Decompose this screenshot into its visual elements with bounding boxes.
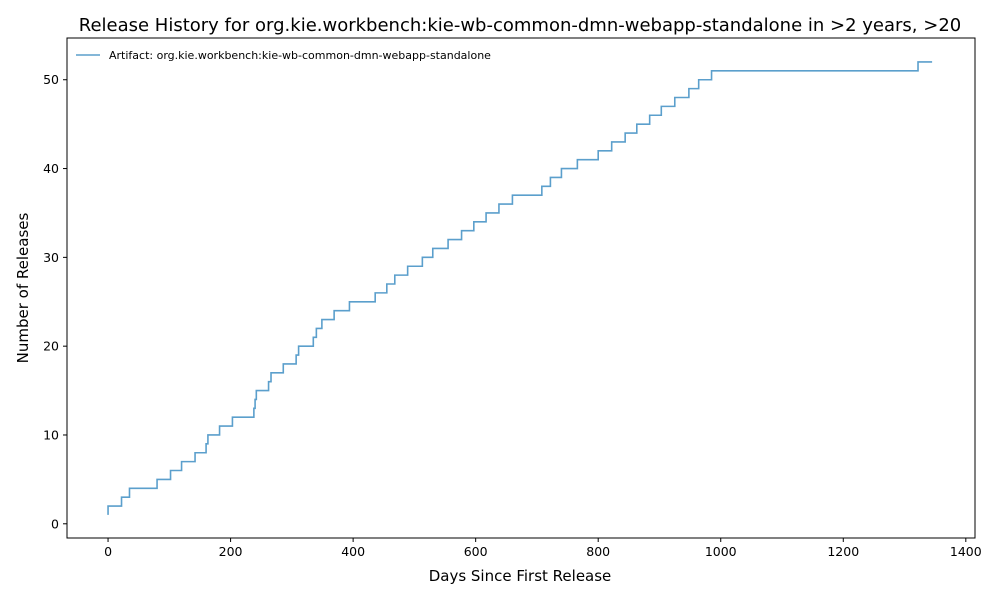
legend-label: Artifact: org.kie.workbench:kie-wb-commo… [109,49,491,62]
y-axis: 0 10 20 30 40 50 [43,72,67,531]
legend: Artifact: org.kie.workbench:kie-wb-commo… [76,49,491,62]
y-axis-label: Number of Releases [14,212,32,363]
x-axis-label: Days Since First Release [429,567,612,585]
x-tick-label: 800 [586,544,610,559]
x-axis: 0 200 400 600 800 1000 1200 1400 [104,538,982,559]
x-tick-label: 1000 [705,544,737,559]
y-tick-label: 50 [43,72,59,87]
plot-frame [66,37,976,539]
x-tick-label: 0 [104,544,112,559]
y-tick-label: 30 [43,250,59,265]
x-tick-label: 1400 [950,544,982,559]
x-tick-label: 600 [464,544,488,559]
series-layer [107,61,933,515]
chart-title: Release History for org.kie.workbench:ki… [79,15,961,36]
x-tick-label: 400 [341,544,365,559]
series-line [107,61,933,515]
y-tick-label: 20 [43,339,59,354]
x-tick-label: 1200 [827,544,859,559]
y-tick-label: 10 [43,427,59,442]
y-tick-label: 40 [43,161,59,176]
x-tick-label: 200 [219,544,243,559]
y-tick-label: 0 [51,516,59,531]
